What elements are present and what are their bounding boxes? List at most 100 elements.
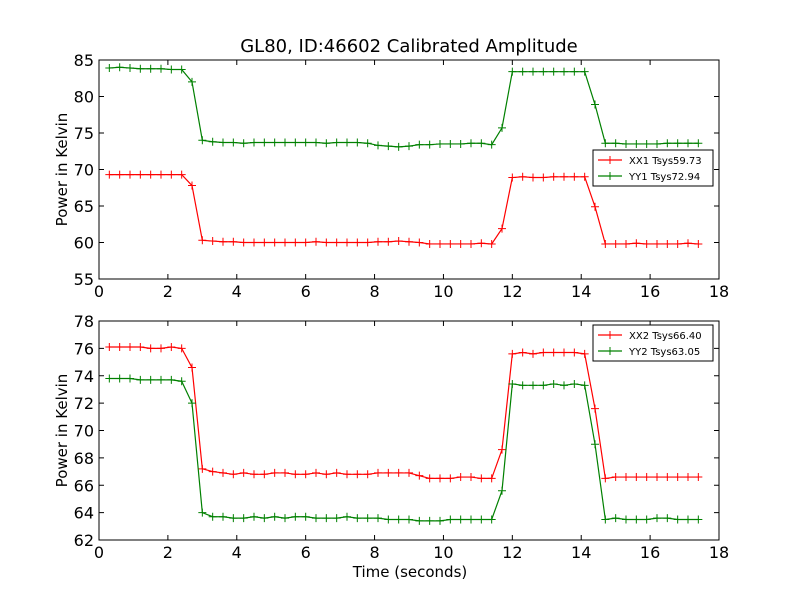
top-legend-box xyxy=(592,149,714,187)
bottom-data-point xyxy=(146,375,155,384)
bottom-data-point xyxy=(384,468,393,477)
bottom-data-point xyxy=(425,474,434,483)
bottom-x-tick-label: 6 xyxy=(301,543,311,562)
top-legend-label: XX1 Tsys59.73 xyxy=(629,156,702,167)
bottom-data-point xyxy=(580,381,589,390)
top-data-point xyxy=(312,138,320,147)
top-data-point xyxy=(198,236,207,245)
bottom-series-line-xx xyxy=(109,346,699,480)
top-data-point xyxy=(694,139,703,148)
top-data-point xyxy=(591,100,599,109)
top-data-point xyxy=(260,238,269,247)
top-data-point xyxy=(157,170,165,179)
bottom-data-point xyxy=(157,344,165,353)
top-data-point xyxy=(136,170,145,179)
bottom-data-point xyxy=(549,379,558,388)
top-data-point xyxy=(219,138,227,147)
top-data-point xyxy=(219,237,227,246)
top-data-point xyxy=(126,170,134,179)
top-data-point xyxy=(446,139,455,148)
top-data-point xyxy=(663,239,672,248)
bottom-data-point xyxy=(353,470,362,479)
top-data-point xyxy=(136,64,145,73)
bottom-data-point xyxy=(405,468,413,477)
bottom-x-tick-label: 0 xyxy=(94,543,104,562)
top-data-point xyxy=(456,139,465,148)
top-data-point xyxy=(394,142,403,151)
bottom-data-point xyxy=(198,464,207,473)
bottom-data-point xyxy=(229,514,238,523)
bottom-data-point xyxy=(477,474,486,483)
top-data-point xyxy=(539,173,548,182)
bottom-data-point xyxy=(229,470,238,479)
bottom-data-point xyxy=(219,512,227,521)
top-data-point xyxy=(684,139,692,148)
bottom-data-point xyxy=(291,470,300,479)
bottom-x-tick-label: 12 xyxy=(502,543,522,562)
bottom-x-tick-label: 4 xyxy=(232,543,242,562)
bottom-data-point xyxy=(177,344,186,353)
bottom-data-point xyxy=(374,514,382,523)
bottom-data-point xyxy=(642,515,651,524)
bottom-data-point xyxy=(219,468,227,477)
bottom-legend-label: YY2 Tsys63.05 xyxy=(628,347,700,358)
top-data-point xyxy=(436,139,444,148)
top-data-point xyxy=(487,140,496,149)
bottom-data-point xyxy=(508,379,517,388)
top-y-axis-label: Power in Kelvin xyxy=(53,113,71,227)
top-x-tick-label: 0 xyxy=(94,282,104,301)
top-data-point xyxy=(415,140,424,149)
bottom-data-point xyxy=(487,474,496,483)
bottom-data-point xyxy=(580,349,589,358)
bottom-x-tick-label: 2 xyxy=(163,543,173,562)
bottom-data-point xyxy=(425,516,434,525)
top-data-point xyxy=(198,136,207,145)
top-data-point xyxy=(477,239,486,248)
top-data-point xyxy=(560,67,568,76)
top-data-point xyxy=(322,139,331,148)
bottom-data-point xyxy=(312,514,320,523)
top-data-point xyxy=(673,139,682,148)
bottom-x-tick-label: 18 xyxy=(709,543,729,562)
bottom-data-point xyxy=(549,348,558,357)
top-data-point xyxy=(146,170,155,179)
bottom-data-point xyxy=(115,374,124,383)
bottom-data-point xyxy=(467,515,475,524)
top-data-point xyxy=(167,65,176,74)
bottom-data-point xyxy=(529,381,537,390)
bottom-data-point xyxy=(260,470,269,479)
bottom-data-point xyxy=(498,486,506,495)
top-y-tick-label: 85 xyxy=(74,51,94,70)
top-data-point xyxy=(281,238,289,247)
bottom-data-point xyxy=(601,474,610,483)
bottom-y-tick-label: 78 xyxy=(74,312,94,331)
top-data-point xyxy=(332,238,341,247)
bottom-legend-marker xyxy=(606,347,614,355)
bottom-data-point xyxy=(343,512,351,521)
bottom-data-point xyxy=(353,514,362,523)
bottom-series-line-yy xyxy=(109,377,699,522)
bottom-data-point xyxy=(570,379,579,388)
bottom-data-point xyxy=(136,343,145,352)
bottom-data-point xyxy=(322,514,331,523)
bottom-data-point xyxy=(467,473,475,482)
top-data-point xyxy=(487,239,496,248)
bottom-legend-marker xyxy=(606,331,614,339)
top-data-point xyxy=(508,173,517,182)
top-series-line-xx xyxy=(109,174,699,245)
top-x-tick-label: 12 xyxy=(502,282,522,301)
top-data-point xyxy=(632,239,641,248)
top-y-tick-label: 65 xyxy=(74,197,94,216)
top-data-point xyxy=(508,67,517,76)
bottom-data-point xyxy=(436,474,444,483)
top-data-point xyxy=(601,139,610,148)
top-data-point xyxy=(415,238,424,247)
bottom-data-point xyxy=(663,473,672,482)
top-data-point xyxy=(632,139,641,148)
bottom-data-point xyxy=(167,375,176,384)
bottom-data-point xyxy=(301,512,310,521)
top-data-point xyxy=(239,139,248,148)
top-series-line-yy xyxy=(109,66,699,148)
top-data-point xyxy=(177,170,186,179)
